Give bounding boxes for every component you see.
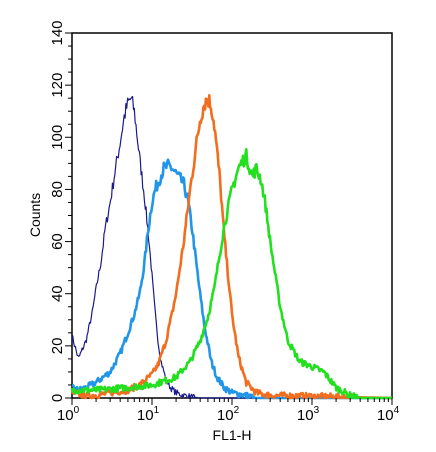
ticks-layer: 0 20 40 60 80 100 120 140 100 101 102 103 104 [49, 20, 400, 424]
x-tick-label: 100 [57, 405, 80, 424]
series-layer [70, 94, 393, 400]
x-tick-label: 102 [217, 405, 240, 424]
y-axis-title: Counts [27, 193, 43, 237]
series-line-2 [71, 158, 393, 400]
y-tick-label: 80 [49, 181, 66, 198]
y-tick-label: 140 [49, 20, 66, 45]
y-tick-label: 100 [49, 125, 66, 150]
x-tick-label: 103 [297, 405, 320, 424]
x-tick-label: 104 [377, 405, 400, 424]
x-tick-label: 101 [137, 405, 160, 424]
y-tick-label: 0 [49, 394, 66, 402]
y-tick-label: 120 [49, 73, 66, 98]
series-line-4 [70, 148, 393, 400]
y-tick-label: 60 [49, 233, 66, 250]
plot-frame [71, 32, 393, 399]
x-axis-title: FL1-H [213, 427, 252, 443]
series-line-3 [70, 94, 393, 400]
y-tick-label: 20 [49, 338, 66, 355]
y-tick-label: 40 [49, 285, 66, 302]
